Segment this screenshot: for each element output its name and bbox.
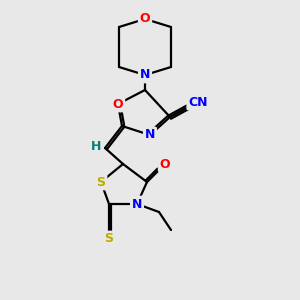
Text: CN: CN [188, 95, 208, 109]
Text: O: O [113, 98, 123, 110]
Text: N: N [132, 197, 142, 211]
Text: N: N [140, 68, 150, 82]
Text: O: O [160, 158, 170, 170]
Text: S: S [104, 232, 113, 245]
Text: N: N [145, 128, 155, 142]
Text: S: S [97, 176, 106, 188]
Text: O: O [140, 13, 150, 26]
Text: H: H [91, 140, 101, 152]
